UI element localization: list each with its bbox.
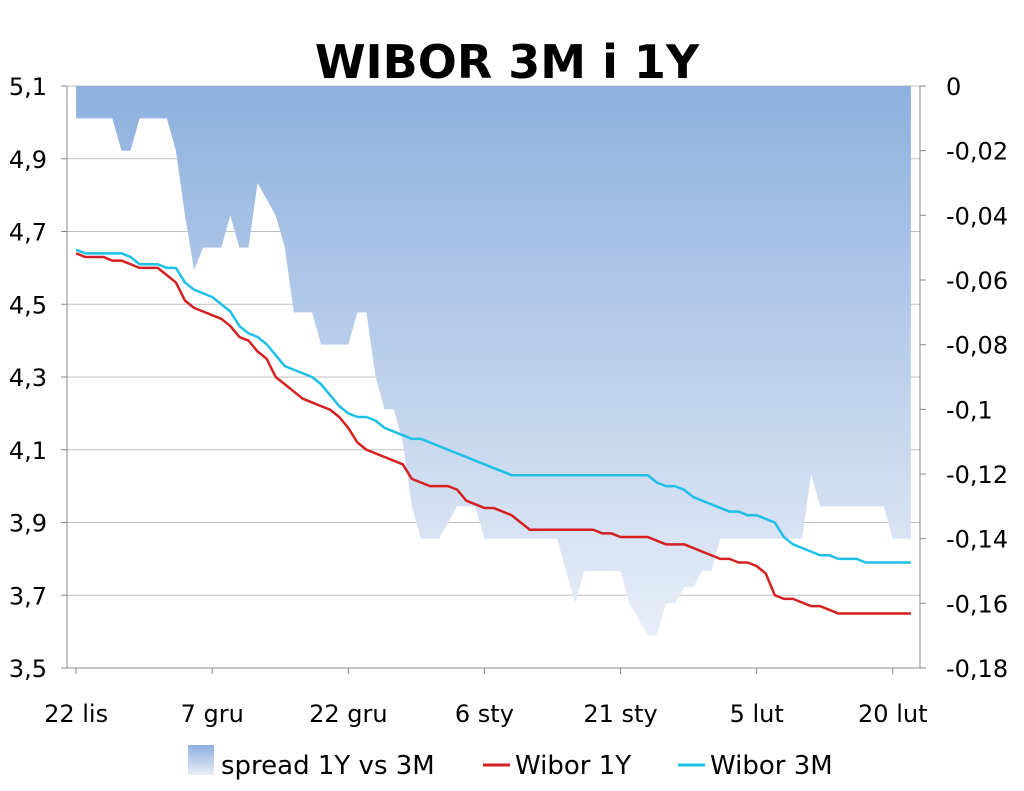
y-left-tick-label: 3,9 (9, 510, 47, 538)
x-tick-label: 7 gru (181, 700, 244, 728)
y-left-tick-label: 4,9 (9, 146, 47, 174)
y-left-tick-label: 3,5 (9, 655, 47, 683)
legend-swatch-spread (188, 745, 214, 775)
chart-title: WIBOR 3M i 1Y (315, 35, 700, 89)
y-right-tick-label: -0,06 (946, 267, 1008, 295)
y-right-tick-label: -0,14 (946, 526, 1008, 554)
x-tick-label: 22 lis (44, 700, 108, 728)
y-left-tick-label: 4,7 (9, 219, 47, 247)
y-left-tick-label: 4,1 (9, 437, 47, 465)
x-tick-label: 5 lut (730, 700, 784, 728)
x-tick-label: 6 sty (455, 700, 514, 728)
y-right-tick-label: -0,02 (946, 138, 1008, 166)
y-right-tick-label: -0,08 (946, 332, 1008, 360)
y-right-tick-label: -0,18 (946, 655, 1008, 683)
legend: spread 1Y vs 3M Wibor 1Y Wibor 3M (188, 745, 833, 781)
y-right-tick-label: -0,12 (946, 461, 1008, 489)
y-left-tick-label: 4,3 (9, 364, 47, 392)
y-right-tick-label: 0 (946, 73, 961, 101)
series-spread-area (76, 86, 911, 636)
x-tick-label: 22 gru (309, 700, 387, 728)
x-axis-ticks: 22 lis 7 gru 22 gru 6 sty 21 sty 5 lut 20 lut (44, 668, 928, 728)
y-right-tick-label: -0,04 (946, 202, 1008, 230)
y-left-tick-label: 5,1 (9, 73, 47, 101)
y-left-tick-label: 3,7 (9, 582, 47, 610)
series-line-wibor-3m (75, 248, 911, 564)
legend-label-wibor-3m: Wibor 3M (710, 751, 833, 781)
spread-area-layer (76, 86, 911, 636)
y-axis-right-ticks: 0 -0,02 -0,04 -0,06 -0,08 -0,1 -0,12 -0,14 -0,16… (920, 73, 1008, 683)
x-tick-label: 21 sty (583, 700, 657, 728)
series-lines (75, 248, 911, 615)
series-line-wibor-1y (75, 252, 911, 615)
y-right-tick-label: -0,1 (946, 396, 993, 424)
y-axis-left-ticks: 3,5 3,7 3,9 4,1 4,3 4,5 4,7 4,9 5,1 (9, 73, 67, 683)
legend-label-wibor-1y: Wibor 1Y (515, 751, 631, 781)
x-tick-label: 20 lut (858, 700, 927, 728)
y-left-tick-label: 4,5 (9, 291, 47, 319)
y-right-tick-label: -0,16 (946, 590, 1008, 618)
legend-label-spread: spread 1Y vs 3M (221, 751, 435, 781)
